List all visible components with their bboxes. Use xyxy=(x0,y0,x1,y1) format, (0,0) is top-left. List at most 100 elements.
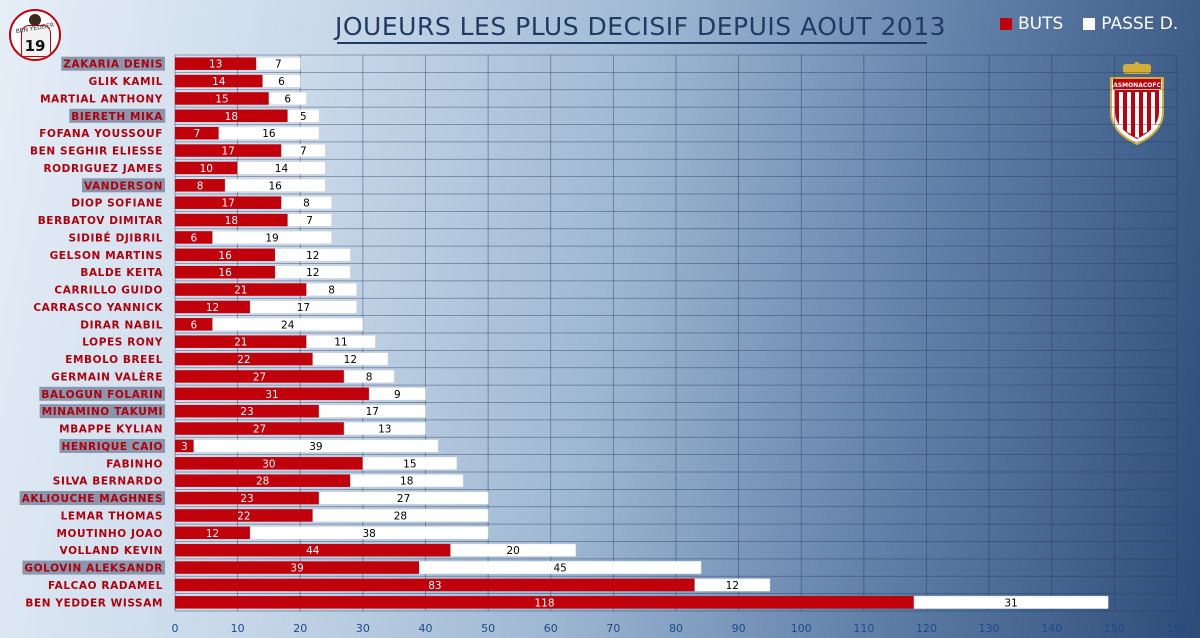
bar-assists xyxy=(343,369,395,383)
bar-goals xyxy=(175,457,363,470)
bar-goals xyxy=(175,196,282,209)
bar-goals xyxy=(175,283,307,296)
title-underline xyxy=(337,42,927,44)
bar-assists xyxy=(306,283,357,297)
bar-assists xyxy=(418,561,702,575)
assists-data-label: 27 xyxy=(397,493,410,505)
bar-assists xyxy=(350,474,464,488)
assists-data-label: 8 xyxy=(303,198,310,210)
assists-data-label: 45 xyxy=(553,563,566,575)
category-label-highlight xyxy=(19,491,165,506)
bar-assists xyxy=(306,335,376,349)
x-tick-label: 20 xyxy=(293,622,307,635)
goals-data-label: 6 xyxy=(190,232,197,244)
category-label: GELSON MARTINS xyxy=(50,250,163,262)
x-tick-label: 60 xyxy=(544,622,558,635)
x-tick-label: 50 xyxy=(481,622,495,635)
assists-data-label: 16 xyxy=(269,180,283,192)
bar-goals xyxy=(175,109,288,123)
category-label: FALCAO RADAMEL xyxy=(48,580,163,592)
avatar-head xyxy=(29,14,41,26)
assists-data-label: 38 xyxy=(362,528,375,540)
category-label: FOFANA YOUSSOUF xyxy=(39,128,163,140)
legend-goals-swatch xyxy=(1000,18,1012,30)
bar-goals xyxy=(175,74,263,88)
category-label: CARRILLO GUIDO xyxy=(54,285,163,297)
assists-data-label: 17 xyxy=(297,302,310,314)
bar-goals xyxy=(175,491,320,505)
goals-data-label: 21 xyxy=(234,337,247,349)
goals-data-label: 14 xyxy=(212,76,226,88)
bar-goals xyxy=(175,387,370,401)
goals-data-label: 10 xyxy=(200,163,213,175)
avatar-number: 19 xyxy=(24,37,46,55)
category-label: BALOGUN FOLARIN xyxy=(41,389,163,401)
goals-data-label: 16 xyxy=(218,267,232,279)
x-tick-label: 10 xyxy=(231,622,245,635)
category-label: ZAKARIA DENIS xyxy=(63,59,163,71)
bar-assists xyxy=(362,456,458,470)
bar-assists xyxy=(249,526,489,540)
chart-title: JOUEURS LES PLUS DECISIF DEPUIS AOUT 201… xyxy=(335,12,947,41)
bar-assists xyxy=(224,178,326,192)
category-label: LEMAR THOMAS xyxy=(61,510,163,522)
goals-data-label: 17 xyxy=(222,146,235,158)
assists-data-label: 24 xyxy=(281,319,295,331)
x-tick-label: 150 xyxy=(1104,622,1125,635)
bar-assists xyxy=(913,595,1109,609)
goals-data-label: 17 xyxy=(222,198,235,210)
bar-assists xyxy=(312,352,389,366)
bar-goals xyxy=(175,561,420,574)
x-tick-label: 160 xyxy=(1167,622,1188,635)
bar-assists xyxy=(218,126,320,140)
bar-goals xyxy=(175,318,213,331)
legend-assists-label: PASSE D. xyxy=(1101,14,1179,34)
category-label: MOUTINHO JOAO xyxy=(56,528,163,540)
assists-data-label: 7 xyxy=(300,146,307,158)
category-label: GOLOVIN ALEKSANDR xyxy=(24,563,163,575)
category-label: FABINHO xyxy=(106,458,163,470)
bar-goals xyxy=(175,439,194,453)
bar-goals xyxy=(175,248,276,262)
x-tick-label: 30 xyxy=(356,622,370,635)
category-label: HENRIQUE CAIO xyxy=(62,441,164,453)
assists-data-label: 11 xyxy=(334,337,347,349)
category-label-highlight xyxy=(39,386,165,401)
bar-goals xyxy=(175,57,257,70)
bar-assists xyxy=(237,161,326,175)
bar-assists xyxy=(268,91,307,105)
category-label: BEN YEDDER WISSAM xyxy=(25,597,163,609)
bar-goals xyxy=(175,578,695,592)
goals-data-label: 23 xyxy=(240,406,253,418)
bar-goals xyxy=(175,474,351,487)
bar-assists xyxy=(212,317,364,331)
assists-data-label: 12 xyxy=(344,354,357,366)
bar-goals xyxy=(175,213,288,227)
goals-data-label: 30 xyxy=(262,458,275,470)
category-label: AKLIOUCHE MAGHNES xyxy=(22,493,163,505)
assists-data-label: 39 xyxy=(309,441,322,453)
bar-goals xyxy=(175,161,238,175)
category-label: SIDIBÉ DJIBRIL xyxy=(68,231,163,244)
goals-data-label: 21 xyxy=(234,285,247,297)
goals-data-label: 31 xyxy=(265,389,278,401)
goals-data-label: 22 xyxy=(237,354,250,366)
goals-data-label: 18 xyxy=(225,111,238,123)
bar-assists xyxy=(318,404,426,418)
assists-data-label: 19 xyxy=(265,232,278,244)
bar-goals xyxy=(175,92,269,105)
avatar-shirt xyxy=(21,25,51,57)
category-label: EMBOLO BREEL xyxy=(65,354,163,366)
category-label: VOLLAND KEVIN xyxy=(60,545,163,557)
bar-assists xyxy=(450,543,577,557)
bar-assists xyxy=(274,265,351,279)
category-label-highlight xyxy=(39,404,165,419)
category-label-highlight xyxy=(61,56,165,71)
assists-data-label: 16 xyxy=(262,128,276,140)
x-tick-label: 0 xyxy=(172,622,179,635)
bar-assists xyxy=(287,109,320,123)
bar-goals xyxy=(175,126,219,140)
assists-data-label: 7 xyxy=(275,59,282,71)
bar-goals xyxy=(175,526,251,540)
